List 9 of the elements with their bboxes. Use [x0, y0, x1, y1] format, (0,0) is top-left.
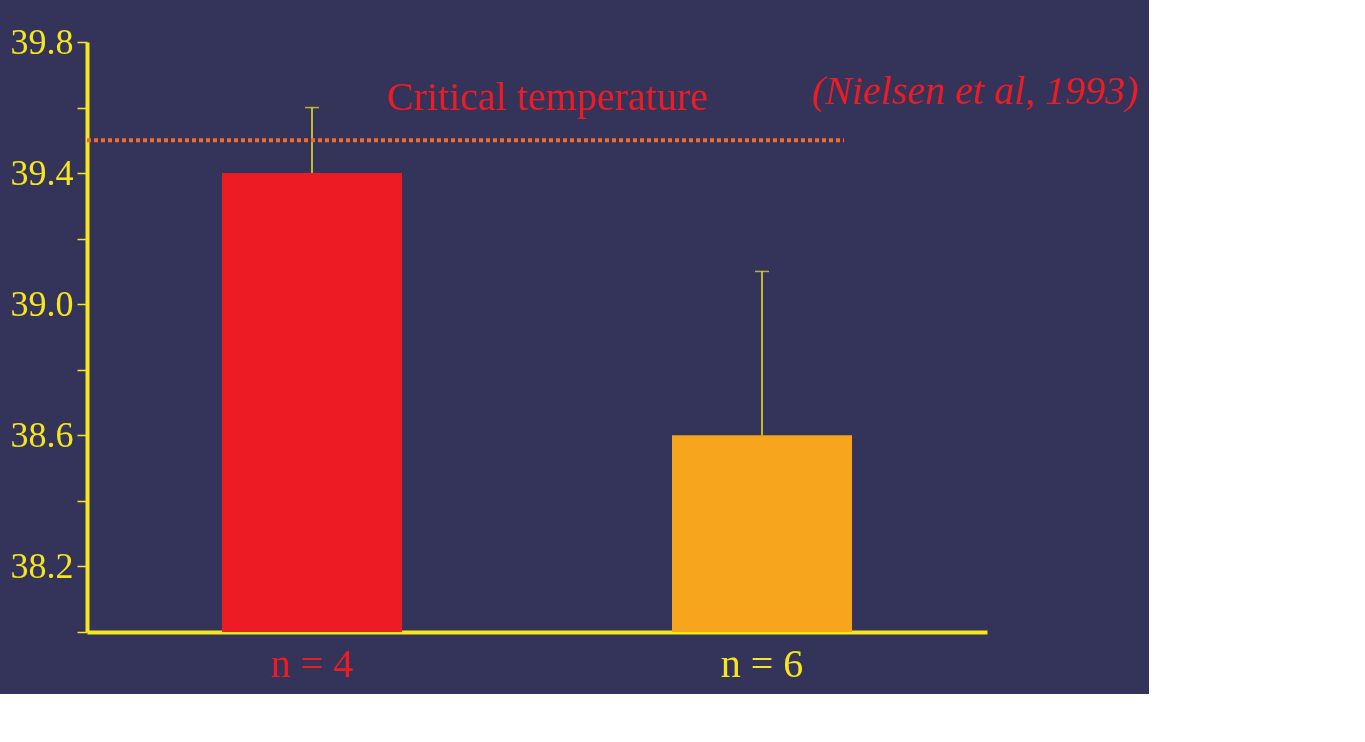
y-tick-label: 39.4 [10, 152, 74, 193]
annotation: (Nielsen et al, 1993) [812, 68, 1139, 113]
y-tick-label: 38.6 [10, 414, 74, 455]
y-tick-label: 38.2 [10, 545, 74, 586]
y-tick-label: 39.0 [10, 283, 74, 324]
x-tick-label: n = 6 [720, 640, 804, 686]
x-tick-label: n = 4 [270, 640, 354, 686]
ref-line-label: Critical temperature [387, 74, 708, 120]
y-tick-label: 39.8 [10, 21, 74, 62]
